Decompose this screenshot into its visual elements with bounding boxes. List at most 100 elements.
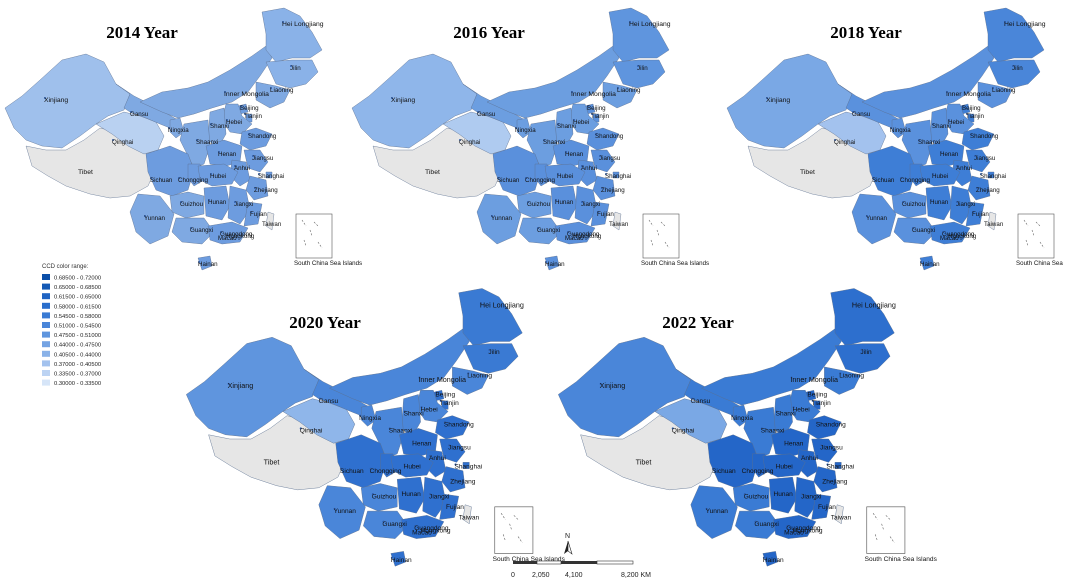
- province-jilin: [987, 59, 1041, 89]
- label-zhejiang: Zhejiang: [254, 187, 278, 194]
- province-zhejiang: [441, 466, 466, 493]
- label-hainan: Hainan: [198, 261, 218, 268]
- label-anhui: Anhui: [234, 165, 250, 172]
- dot-xinjiang: [391, 97, 393, 99]
- legend-label-5: 0.51000 - 0.54500: [54, 324, 101, 330]
- label-xinjiang: Xinjiang: [600, 381, 626, 390]
- label-anhui: Anhui: [801, 455, 818, 462]
- label-beijing: Beijing: [435, 392, 455, 399]
- legend-swatch-7: [42, 341, 50, 348]
- label-chongqing: Chongqing: [900, 177, 930, 184]
- province-hainan: [919, 255, 935, 271]
- province-heilongjiang: [261, 7, 323, 63]
- label-shanxi: Shanxi: [932, 123, 951, 130]
- label-inner_mongolia: Inner Mongolia: [790, 375, 838, 384]
- label-macao: Macao: [784, 529, 804, 536]
- dot-hebei: [226, 119, 228, 121]
- label-ningxia: Ningxia: [890, 127, 911, 134]
- label-jilin: Jilin: [290, 65, 301, 72]
- province-hainan: [390, 551, 406, 567]
- scale-seg-4: [596, 560, 634, 565]
- province-xinjiang: [558, 337, 692, 438]
- dot-gansu: [690, 397, 693, 400]
- legend-swatch-11: [42, 379, 50, 386]
- dot-shanghai: [258, 173, 260, 175]
- label-hubei: Hubei: [932, 173, 948, 180]
- label-heilongjiang: Hei Longjiang: [852, 301, 896, 310]
- dot-jiangsu: [820, 444, 823, 447]
- dot-shanxi: [557, 123, 559, 125]
- province-jilin: [265, 59, 319, 89]
- label-jiangxi: Jiangxi: [429, 493, 450, 500]
- label-shanxi: Shanxi: [404, 411, 425, 418]
- label-jilin: Jilin: [637, 65, 648, 72]
- label-inner_mongolia: Inner Mongolia: [946, 91, 991, 98]
- label-guizhou: Guizhou: [527, 201, 551, 208]
- inset-islands: [500, 513, 523, 544]
- label-heilongjiang: Hei Longjiang: [480, 301, 524, 310]
- dot-qinghai: [671, 427, 674, 430]
- province-sichuan: [145, 145, 195, 197]
- province-jiangxi: [949, 185, 973, 225]
- label-fujian: Fujian: [250, 211, 267, 218]
- province-heilongjiang: [983, 7, 1045, 63]
- province-guangxi: [171, 217, 215, 245]
- label-sichuan: Sichuan: [150, 177, 173, 184]
- label-shanghai: Shanghai: [605, 173, 631, 180]
- province-heilongjiang: [458, 288, 523, 346]
- label-hubei: Hubei: [210, 173, 226, 180]
- province-jiangxi: [574, 185, 598, 225]
- province-taiwan: [834, 504, 844, 525]
- dot-jilin: [860, 348, 863, 352]
- label-anhui: Anhui: [581, 165, 597, 172]
- dot-hebei: [420, 406, 423, 409]
- dot-guangdong: [567, 231, 569, 233]
- map-title-2018: 2018 Year: [830, 23, 902, 42]
- label-shanghai: Shanghai: [258, 173, 284, 180]
- label-jiangxi: Jiangxi: [801, 493, 822, 500]
- scale-tick-2: 4,100: [565, 572, 583, 579]
- dot-guizhou: [527, 201, 529, 203]
- province-hainan: [197, 255, 213, 271]
- label-qinghai: Qinghai: [459, 139, 480, 146]
- label-macao: Macao: [565, 235, 584, 242]
- dot-anhui: [581, 165, 583, 167]
- dot-tianjin: [244, 113, 246, 115]
- south-china-sea-inset: South China Sea Islands: [493, 506, 566, 563]
- scale-seg-3: [561, 561, 597, 564]
- inset-islands: [1023, 219, 1045, 249]
- label-guizhou: Guizhou: [902, 201, 926, 208]
- dot-inner_mongolia: [418, 376, 421, 379]
- label-guizhou: Guizhou: [372, 493, 397, 500]
- legend-swatch-8: [42, 350, 50, 357]
- label-heilongjiang: Hei Longjiang: [1004, 21, 1046, 28]
- dot-shaanxi: [918, 139, 920, 141]
- label-jiangxi: Jiangxi: [581, 201, 600, 208]
- province-fujian: [439, 493, 459, 520]
- province-shandong: [239, 127, 273, 151]
- dot-jiangsu: [974, 155, 976, 157]
- label-shanghai: Shanghai: [826, 464, 854, 471]
- province-yunnan: [129, 193, 175, 245]
- dot-chongqing: [525, 177, 527, 179]
- label-shanxi: Shanxi: [557, 123, 576, 130]
- label-macao: Macao: [218, 235, 237, 242]
- dot-hunan: [930, 199, 932, 201]
- legend-swatch-5: [42, 322, 50, 328]
- dot-shandong: [443, 420, 446, 424]
- province-fujian: [965, 201, 985, 227]
- dot-guizhou: [180, 201, 182, 203]
- label-gansu: Gansu: [477, 111, 496, 118]
- label-tibet: Tibet: [636, 457, 652, 466]
- label-qinghai: Qinghai: [300, 428, 323, 435]
- label-fujian: Fujian: [972, 211, 989, 218]
- dot-hainan: [545, 261, 547, 263]
- province-hubei: [762, 453, 806, 478]
- dot-guangdong: [786, 524, 789, 527]
- label-heilongjiang: Hei Longjiang: [282, 21, 324, 28]
- dot-shanghai: [454, 463, 457, 466]
- label-hubei: Hubei: [557, 173, 573, 180]
- dot-guangxi: [537, 227, 539, 229]
- province-sichuan: [867, 145, 917, 197]
- legend-title: CCD color range:: [42, 264, 89, 270]
